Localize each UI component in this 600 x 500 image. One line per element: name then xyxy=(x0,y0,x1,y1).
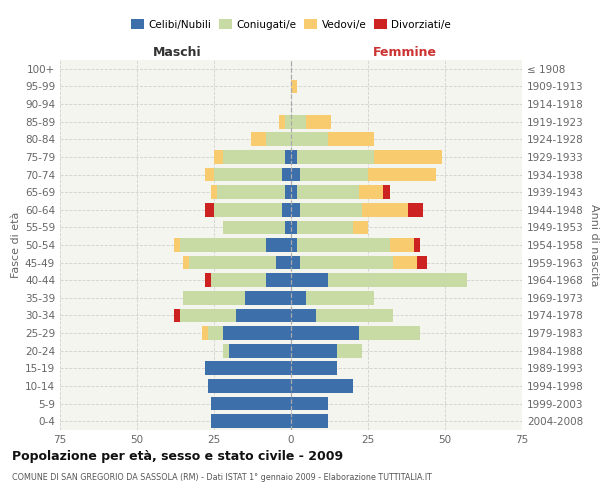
Bar xyxy=(291,414,328,428)
Bar xyxy=(266,274,291,287)
Bar xyxy=(291,362,337,375)
Bar xyxy=(180,308,236,322)
Bar xyxy=(362,203,408,216)
Bar xyxy=(359,186,383,199)
Bar xyxy=(208,326,223,340)
Bar xyxy=(275,256,291,270)
Bar xyxy=(297,186,359,199)
Text: COMUNE DI SAN GREGORIO DA SASSOLA (RM) - Dati ISTAT 1° gennaio 2009 - Elaborazio: COMUNE DI SAN GREGORIO DA SASSOLA (RM) -… xyxy=(12,472,432,482)
Bar xyxy=(353,220,368,234)
Bar xyxy=(297,238,389,252)
Bar xyxy=(291,132,328,146)
Text: Maschi: Maschi xyxy=(153,46,202,59)
Bar xyxy=(316,308,392,322)
Bar xyxy=(214,168,282,181)
Bar xyxy=(205,362,291,375)
Bar xyxy=(223,220,285,234)
Bar xyxy=(285,186,291,199)
Bar xyxy=(205,274,211,287)
Bar xyxy=(180,238,266,252)
Bar xyxy=(211,186,217,199)
Bar xyxy=(236,308,291,322)
Bar xyxy=(174,308,180,322)
Bar xyxy=(307,291,374,304)
Bar xyxy=(190,256,275,270)
Bar xyxy=(223,326,291,340)
Bar xyxy=(291,150,297,164)
Bar xyxy=(414,238,421,252)
Bar xyxy=(291,326,359,340)
Bar xyxy=(174,238,180,252)
Bar xyxy=(223,150,285,164)
Bar xyxy=(359,326,421,340)
Bar xyxy=(337,344,362,358)
Bar xyxy=(214,203,282,216)
Bar xyxy=(291,256,300,270)
Bar xyxy=(297,220,353,234)
Bar xyxy=(291,274,328,287)
Bar xyxy=(211,414,291,428)
Bar xyxy=(285,220,291,234)
Bar xyxy=(251,132,266,146)
Bar xyxy=(328,132,374,146)
Bar xyxy=(291,291,307,304)
Bar xyxy=(266,132,291,146)
Y-axis label: Fasce di età: Fasce di età xyxy=(11,212,21,278)
Bar xyxy=(217,186,285,199)
Bar xyxy=(205,203,214,216)
Bar xyxy=(266,238,291,252)
Bar xyxy=(202,326,208,340)
Bar xyxy=(291,220,297,234)
Bar xyxy=(278,115,285,128)
Bar xyxy=(285,150,291,164)
Bar xyxy=(291,115,307,128)
Bar xyxy=(205,168,214,181)
Bar xyxy=(392,256,417,270)
Text: Femmine: Femmine xyxy=(373,46,437,59)
Bar xyxy=(211,274,266,287)
Bar xyxy=(245,291,291,304)
Text: Popolazione per età, sesso e stato civile - 2009: Popolazione per età, sesso e stato civil… xyxy=(12,450,343,463)
Bar xyxy=(300,168,368,181)
Bar xyxy=(282,203,291,216)
Bar xyxy=(183,291,245,304)
Bar xyxy=(300,203,362,216)
Bar xyxy=(214,150,223,164)
Bar xyxy=(368,168,436,181)
Bar xyxy=(285,115,291,128)
Bar xyxy=(291,203,300,216)
Bar xyxy=(374,150,442,164)
Bar xyxy=(383,186,389,199)
Bar xyxy=(291,379,353,393)
Bar xyxy=(291,344,337,358)
Bar xyxy=(183,256,190,270)
Bar xyxy=(291,186,297,199)
Bar xyxy=(297,150,374,164)
Bar xyxy=(291,80,297,94)
Bar xyxy=(291,168,300,181)
Legend: Celibi/Nubili, Coniugati/e, Vedovi/e, Divorziati/e: Celibi/Nubili, Coniugati/e, Vedovi/e, Di… xyxy=(127,16,455,34)
Bar xyxy=(229,344,291,358)
Bar xyxy=(208,379,291,393)
Bar xyxy=(328,274,467,287)
Bar xyxy=(408,203,424,216)
Bar xyxy=(389,238,414,252)
Bar xyxy=(291,238,297,252)
Bar xyxy=(223,344,229,358)
Y-axis label: Anni di nascita: Anni di nascita xyxy=(589,204,599,286)
Bar xyxy=(417,256,427,270)
Bar xyxy=(291,308,316,322)
Bar xyxy=(300,256,392,270)
Bar xyxy=(211,396,291,410)
Bar xyxy=(307,115,331,128)
Bar xyxy=(291,396,328,410)
Bar xyxy=(282,168,291,181)
